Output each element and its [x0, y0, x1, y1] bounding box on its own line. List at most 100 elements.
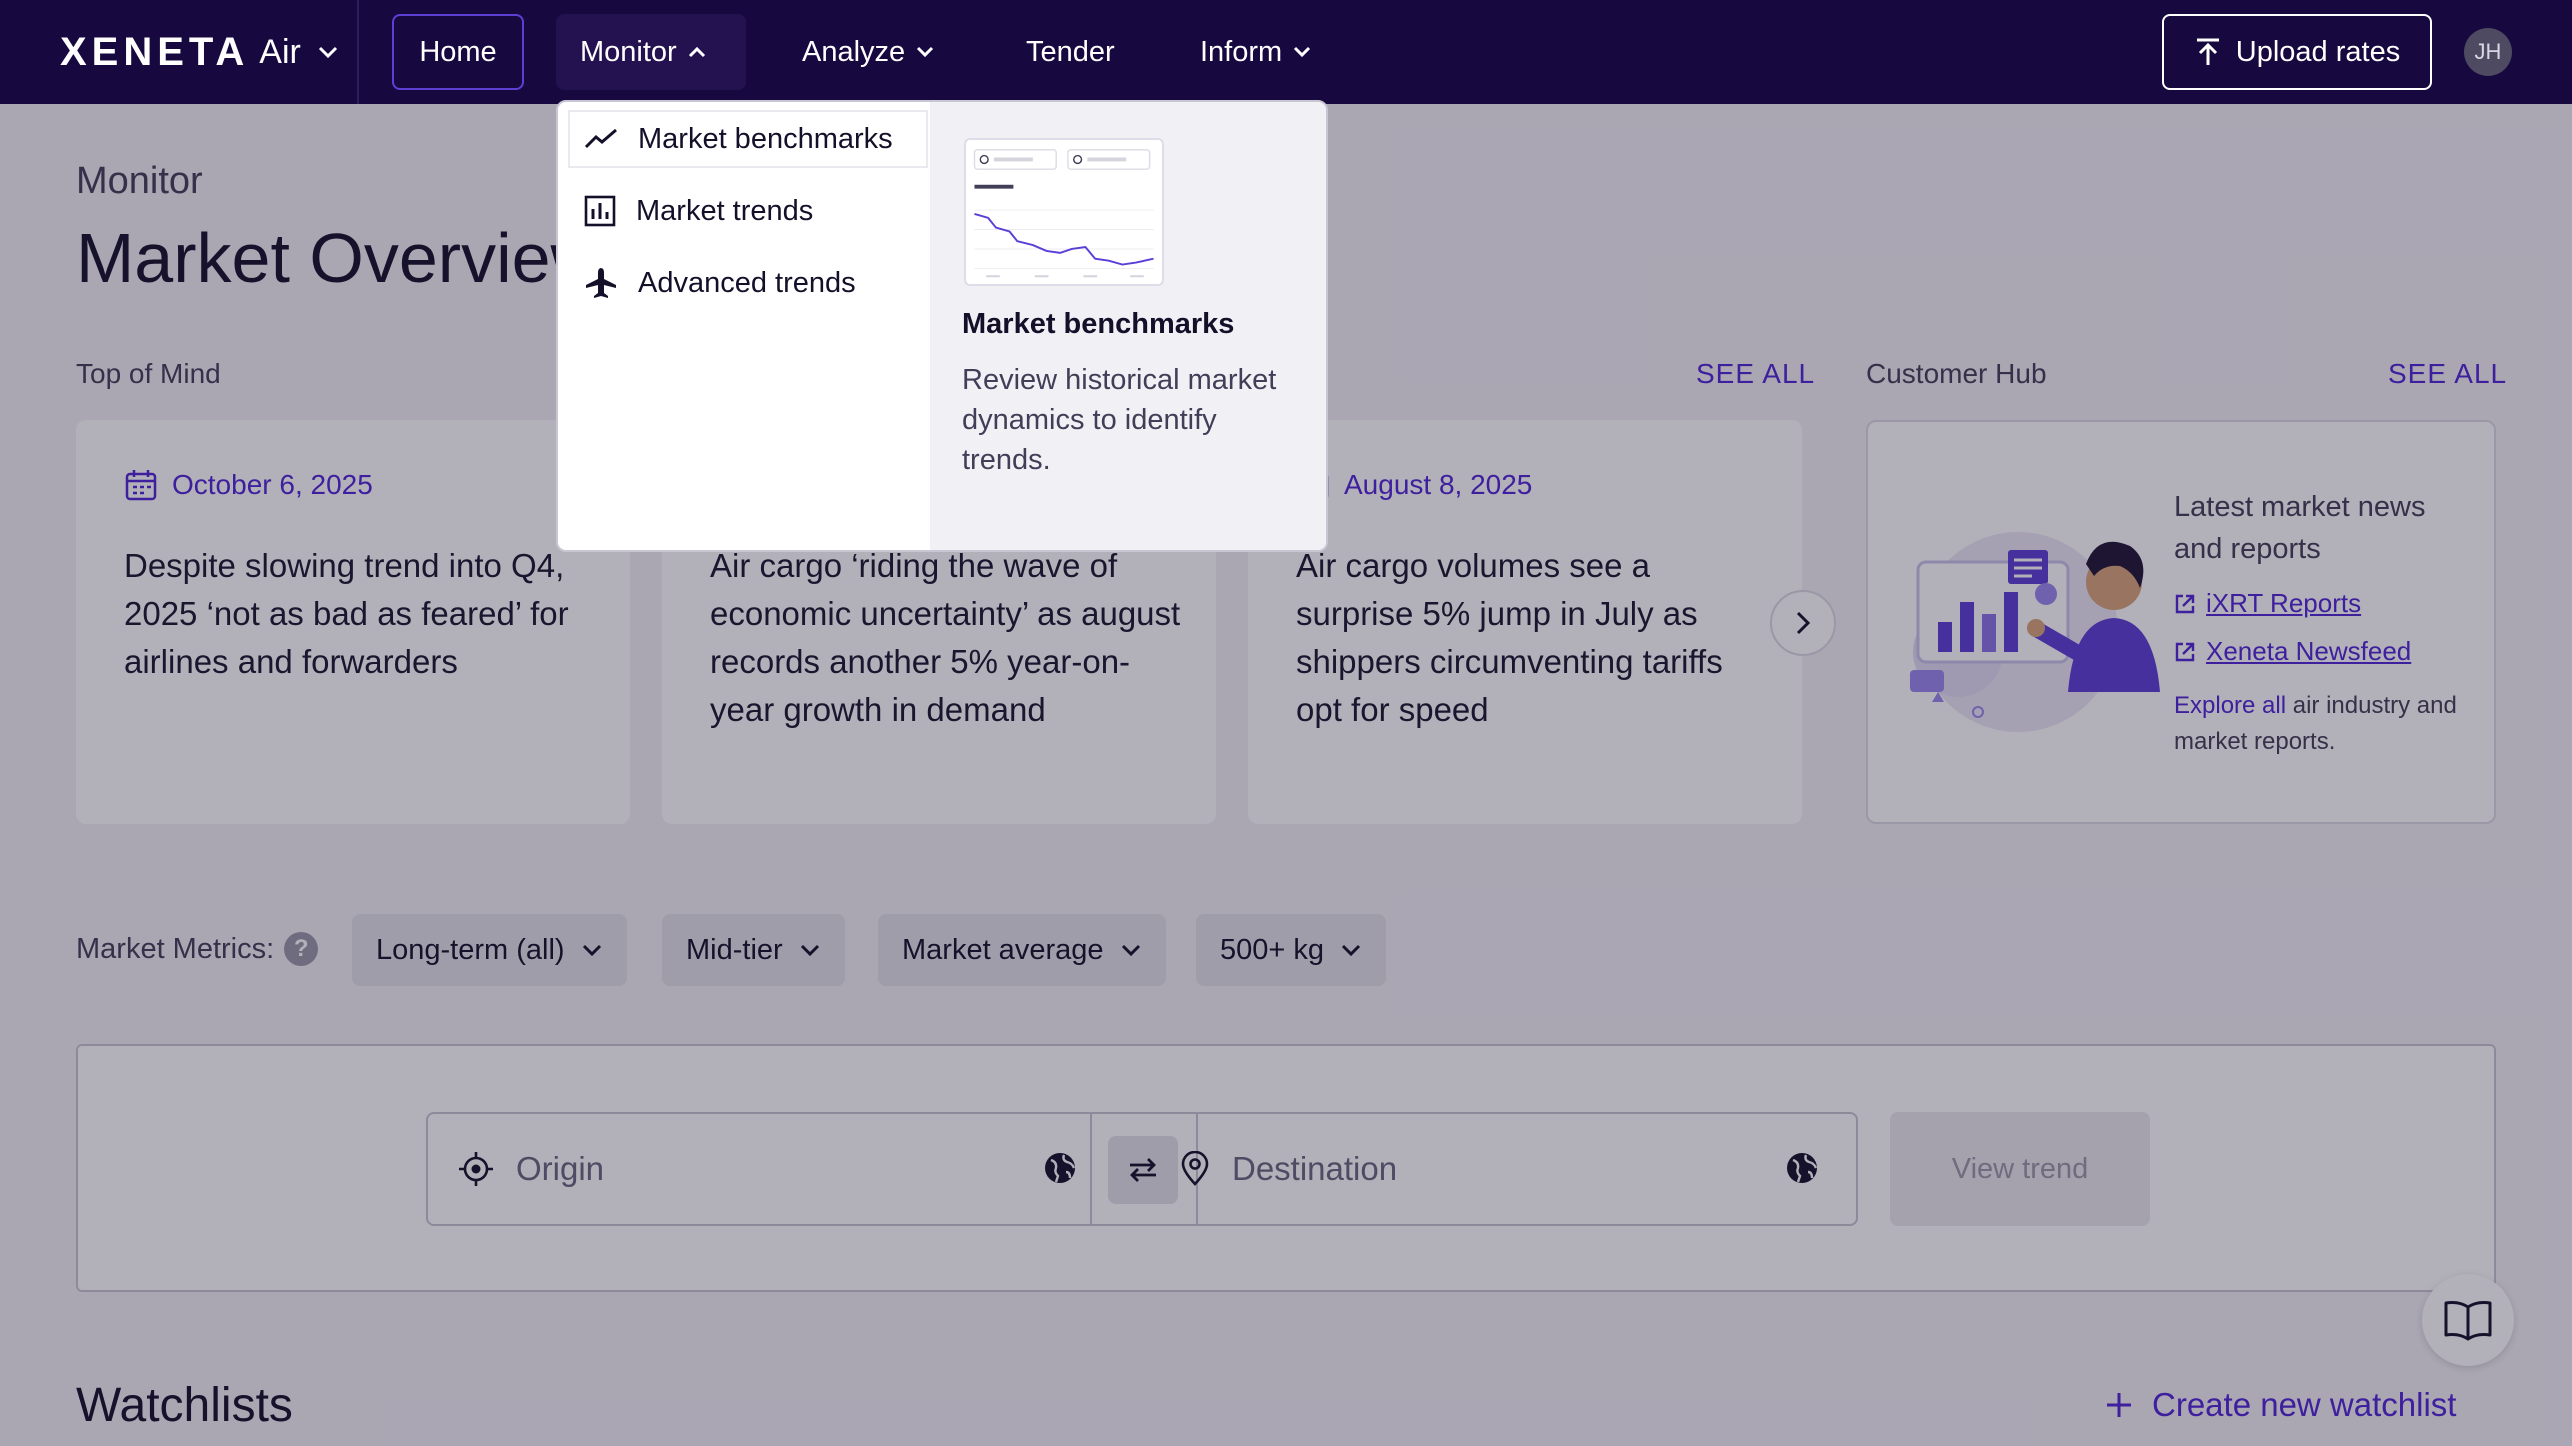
- nav-analyze-label: Analyze: [802, 35, 906, 68]
- weight-dropdown[interactable]: 500+ kg: [1196, 914, 1387, 986]
- nav-inform-label: Inform: [1200, 35, 1283, 68]
- nav-inform[interactable]: Inform: [1180, 14, 1330, 90]
- location-pin-icon: [1180, 1151, 1210, 1187]
- ixrt-reports-label: iXRT Reports: [2206, 588, 2362, 618]
- nav-monitor-label: Monitor: [580, 35, 677, 68]
- price-level-dropdown[interactable]: Market average: [878, 914, 1166, 986]
- top-of-mind-see-all[interactable]: SEE ALL: [1696, 358, 1816, 389]
- customer-hub-card: Latest market news and reports iXRT Repo…: [1866, 420, 2496, 824]
- upload-rates-button[interactable]: Upload rates: [2162, 14, 2432, 90]
- nav-tender-label: Tender: [1026, 35, 1115, 68]
- create-watchlist-label: Create new watchlist: [2152, 1386, 2457, 1423]
- menu-item-advanced-trends[interactable]: Advanced trends: [570, 256, 926, 310]
- contract-type-dropdown[interactable]: Long-term (all): [352, 914, 627, 986]
- help-icon[interactable]: ?: [284, 932, 319, 966]
- chevron-down-icon: [1121, 944, 1140, 957]
- upload-icon: [2196, 38, 2219, 65]
- route-search-panel: Origin Destination View trend: [76, 1044, 2496, 1292]
- page-title: Market Overview: [76, 219, 602, 297]
- airplane-icon: [586, 268, 616, 298]
- customer-hub-label: Customer Hub: [1866, 358, 2047, 389]
- view-trend-button[interactable]: View trend: [1890, 1112, 2150, 1226]
- market-metrics-label: Market Metrics: ?: [76, 932, 319, 966]
- breadcrumb: Monitor: [76, 160, 203, 202]
- destination-placeholder: Destination: [1232, 1150, 1398, 1187]
- nav-tender[interactable]: Tender: [1006, 14, 1138, 90]
- crosshair-icon: [458, 1151, 494, 1187]
- xeneta-newsfeed-link[interactable]: Xeneta Newsfeed: [2174, 636, 2411, 667]
- product-name: Air: [259, 32, 301, 71]
- card-headline: Air cargo ‘riding the wave of economic u…: [710, 547, 1181, 728]
- user-avatar[interactable]: JH: [2464, 28, 2512, 76]
- app-switcher[interactable]: XENETA Air: [60, 30, 339, 74]
- benchmark-preview-thumbnail: [964, 138, 1164, 286]
- guide-button[interactable]: [2422, 1274, 2514, 1366]
- dropdown-value: 500+ kg: [1220, 933, 1325, 966]
- market-metrics-text: Market Metrics:: [76, 932, 275, 965]
- create-watchlist-button[interactable]: Create new watchlist: [2104, 1386, 2456, 1424]
- news-illustration: [1910, 532, 2160, 732]
- external-link-icon: [2175, 642, 2195, 661]
- chevron-down-icon: [800, 944, 819, 957]
- explore-rest: air industry and market reports.: [2174, 692, 2457, 755]
- globe-icon[interactable]: [1784, 1150, 1820, 1186]
- nav-analyze[interactable]: Analyze: [780, 14, 950, 90]
- xeneta-logo: XENETA: [60, 29, 250, 74]
- globe-icon[interactable]: [1042, 1150, 1078, 1186]
- menu-item-label: Market benchmarks: [638, 122, 893, 155]
- nav-monitor[interactable]: Monitor: [556, 14, 746, 90]
- origin-field[interactable]: Origin: [458, 1114, 1078, 1224]
- destination-field[interactable]: Destination: [1180, 1114, 1820, 1224]
- nav-home[interactable]: Home: [392, 14, 524, 90]
- nav-home-label: Home: [419, 35, 497, 68]
- hub-footer-text: Explore all air industry and market repo…: [2174, 688, 2464, 760]
- top-of-mind-label: Top of Mind: [76, 358, 221, 389]
- external-link-icon: [2175, 594, 2195, 613]
- hub-title: Latest market news and reports: [2174, 491, 2426, 565]
- card-headline: Despite slowing trend into Q4, 2025 ‘not…: [124, 547, 569, 680]
- carousel-next-button[interactable]: [1770, 590, 1836, 656]
- news-card[interactable]: October 6, 2025 Despite slowing trend in…: [76, 420, 630, 824]
- chevron-right-icon: [1796, 611, 1811, 635]
- menu-item-market-benchmarks[interactable]: Market benchmarks: [568, 110, 928, 168]
- card-date-text: August 8, 2025: [1344, 469, 1533, 500]
- dropdown-value: Long-term (all): [376, 933, 565, 966]
- explore-all-link[interactable]: Explore all: [2174, 692, 2287, 719]
- dropdown-value: Mid-tier: [686, 933, 783, 966]
- preview-title: Market benchmarks: [962, 308, 1235, 340]
- watchlists-title: Watchlists: [76, 1379, 293, 1432]
- swap-icon: [1130, 1158, 1156, 1182]
- bar-chart-icon: [584, 195, 616, 227]
- tier-dropdown[interactable]: Mid-tier: [662, 914, 845, 986]
- menu-item-label: Advanced trends: [638, 266, 856, 299]
- origin-placeholder: Origin: [516, 1150, 605, 1187]
- route-separator: [1090, 1114, 1092, 1224]
- news-card[interactable]: August 8, 2025 Air cargo volumes see a s…: [1248, 420, 1802, 824]
- chevron-down-icon: [915, 45, 935, 59]
- card-date: October 6, 2025: [124, 468, 373, 502]
- ixrt-reports-link[interactable]: iXRT Reports: [2174, 588, 2361, 619]
- menu-preview-panel: Market benchmarks Review historical mark…: [930, 102, 1326, 550]
- menu-item-label: Market trends: [636, 194, 814, 227]
- open-book-icon: [2444, 1301, 2492, 1341]
- chevron-down-icon: [317, 45, 339, 59]
- card-date-text: October 6, 2025: [172, 469, 373, 500]
- calendar-icon: [125, 470, 157, 501]
- customer-hub-see-all[interactable]: SEE ALL: [2388, 358, 2508, 389]
- chevron-down-icon: [582, 944, 601, 957]
- card-headline: Air cargo volumes see a surprise 5% jump…: [1296, 547, 1723, 728]
- nav-divider: [357, 0, 359, 104]
- monitor-dropdown-menu: Market benchmarks Market trends Advanced…: [556, 100, 1328, 552]
- chevron-up-icon: [687, 45, 707, 59]
- xeneta-newsfeed-label: Xeneta Newsfeed: [2206, 636, 2412, 666]
- plus-icon: [2107, 1393, 2131, 1417]
- trend-line-icon: [584, 128, 617, 149]
- route-input-group: Origin Destination: [426, 1112, 1858, 1226]
- swap-route-button[interactable]: [1108, 1136, 1178, 1204]
- top-navbar: XENETA Air Home Monitor Analyze Tender I…: [0, 0, 2572, 104]
- preview-description: Review historical market dynamics to ide…: [962, 364, 1277, 476]
- upload-rates-label: Upload rates: [2235, 35, 2401, 68]
- menu-item-market-trends[interactable]: Market trends: [570, 184, 926, 238]
- chevron-down-icon: [1292, 45, 1312, 59]
- dropdown-value: Market average: [902, 933, 1104, 966]
